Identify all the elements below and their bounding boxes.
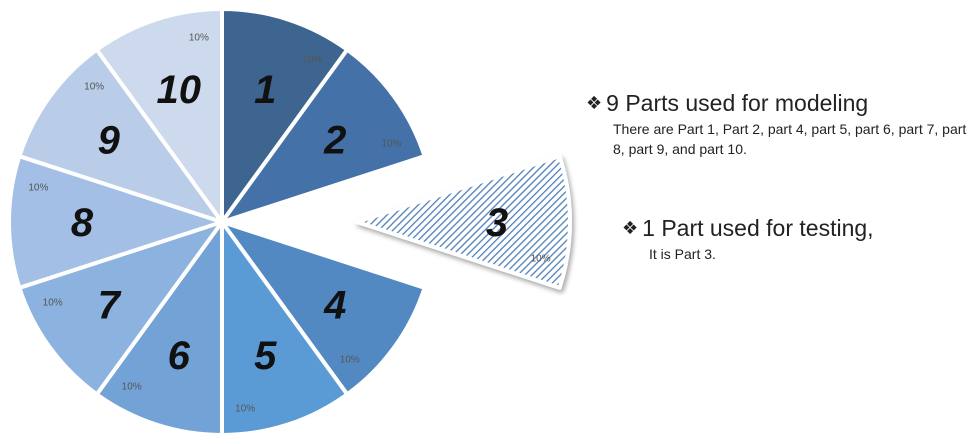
pie-slice-2: [220, 47, 427, 224]
pie-slice-3: [355, 154, 572, 290]
testing-heading: 1 Part used for testing,: [642, 215, 874, 241]
slice-label-9: 9: [98, 119, 121, 163]
pie-slices: [7, 7, 572, 437]
modeling-detail: There are Part 1, Part 2, part 4, part 5…: [613, 121, 967, 157]
pie-slice-8: [7, 154, 224, 290]
modeling-heading: 9 Parts used for modeling: [606, 90, 869, 116]
pie-labels: 1 10% 2 10% 3 10% 4 10% 5 10% 6 10% 7 10% 8 10% 9 10% 10 10…: [28, 32, 550, 414]
pie-slice-4: [220, 220, 427, 397]
slice-label-4: 4: [323, 283, 346, 327]
pie-slice-6: [94, 220, 224, 437]
slice-percent-4: 10%: [340, 355, 360, 366]
testing-heading-line: ❖ 1 Part used for testing,: [622, 214, 874, 242]
slice-label-10: 10: [156, 68, 201, 112]
pie-slice-7: [17, 220, 224, 397]
slice-percent-8: 10%: [28, 183, 48, 194]
slice-label-6: 6: [168, 334, 191, 378]
slice-percent-6: 10%: [122, 382, 142, 393]
pie-slice-10: [94, 7, 224, 224]
slice-label-8: 8: [71, 201, 94, 245]
diamond-bullet-icon: ❖: [622, 218, 639, 238]
slice-percent-7: 10%: [43, 297, 63, 308]
slice-percent-2: 10%: [381, 139, 401, 150]
pie-slice-1: [220, 7, 350, 224]
testing-bullet: ❖ 1 Part used for testing, It is Part 3.: [622, 214, 874, 264]
slice-label-2: 2: [323, 119, 346, 163]
modeling-bullet: ❖ 9 Parts used for modeling There are Par…: [586, 89, 973, 159]
slice-percent-9: 10%: [84, 81, 104, 92]
slice-percent-5: 10%: [235, 404, 255, 415]
slice-label-5: 5: [254, 334, 277, 378]
slice-label-3: 3: [486, 201, 508, 245]
slice-label-1: 1: [254, 68, 276, 112]
testing-detail: It is Part 3.: [649, 246, 716, 262]
slice-percent-3: 10%: [531, 253, 551, 264]
modeling-heading-line: ❖ 9 Parts used for modeling: [586, 89, 973, 117]
diamond-bullet-icon: ❖: [586, 93, 603, 113]
slice-percent-1: 10%: [302, 54, 322, 65]
slice-percent-10: 10%: [189, 32, 209, 43]
pie-slice-9: [17, 47, 224, 224]
pie-slice-5: [220, 220, 350, 437]
slice-label-7: 7: [98, 283, 122, 327]
